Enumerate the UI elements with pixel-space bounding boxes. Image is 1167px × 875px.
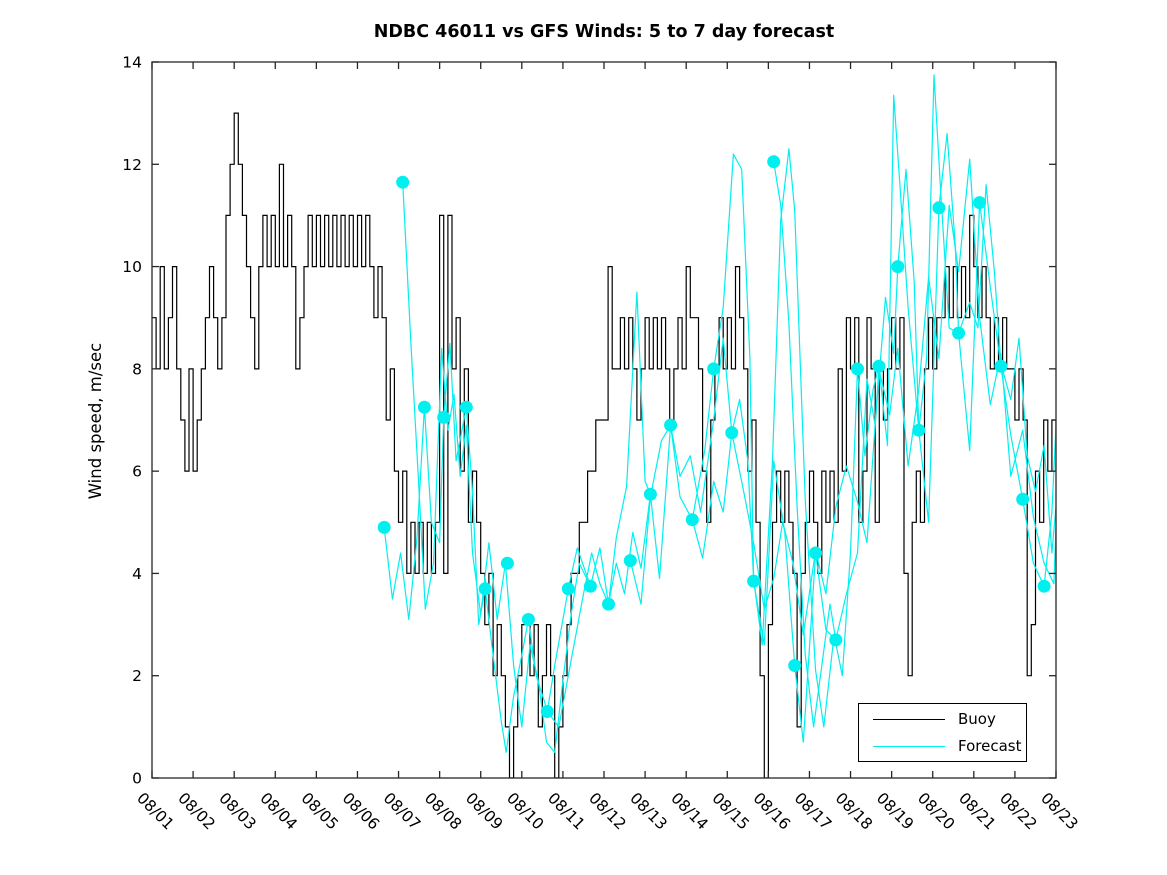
forecast-dot <box>602 597 615 611</box>
legend-item-buoy: Buoy <box>859 707 1026 731</box>
forecast-dot <box>1037 579 1051 593</box>
x-tick-label: 08/08 <box>421 789 465 833</box>
forecast-dot <box>747 574 761 588</box>
forecast-dot <box>500 556 514 570</box>
x-tick-label: 08/18 <box>832 789 876 833</box>
forecast-trace-2 <box>546 153 837 743</box>
x-tick-label: 08/06 <box>339 789 383 833</box>
forecast-dot <box>932 201 946 215</box>
x-tick-label: 08/22 <box>996 789 1040 833</box>
forecast-dot <box>973 196 987 210</box>
x-tick-label: 08/16 <box>750 789 794 833</box>
y-tick-label: 4 <box>132 565 142 583</box>
x-tick-label: 08/02 <box>174 789 218 833</box>
forecast-dot <box>788 659 802 672</box>
x-tick-label: 08/21 <box>955 789 999 833</box>
y-tick-labels: 0 2 4 6 8 10 12 14 <box>122 54 142 788</box>
forecast-trace-3 <box>691 74 1056 728</box>
x-tick-label: 08/13 <box>626 789 670 833</box>
x-tick-label: 08/09 <box>462 789 506 833</box>
y-tick-label: 2 <box>132 667 142 685</box>
x-tick-label: 08/20 <box>914 789 958 833</box>
x-tick-labels: 08/0108/0208/0308/0408/0508/0608/0708/08… <box>133 789 1081 833</box>
x-tick-label: 08/14 <box>667 789 711 833</box>
forecast-dot <box>437 410 451 424</box>
x-tick-label: 08/03 <box>215 789 259 833</box>
x-tick-label: 08/01 <box>133 789 177 833</box>
forecast-dot <box>994 359 1008 373</box>
forecast-dot <box>396 175 410 189</box>
legend-label-buoy: Buoy <box>958 710 996 728</box>
forecast-dot <box>561 582 575 596</box>
forecast-dot <box>767 155 781 169</box>
legend-label-forecast: Forecast <box>958 737 1022 755</box>
y-axis-label: Wind speed, m/sec <box>86 342 105 500</box>
forecast-trace-5 <box>629 158 1056 636</box>
x-tick-label: 08/05 <box>298 789 342 833</box>
y-tick-label: 0 <box>132 770 142 788</box>
forecast-dot <box>377 520 391 534</box>
forecast-dot <box>707 362 721 376</box>
forecast-dot <box>521 613 535 626</box>
legend-line-forecast-swatch <box>873 745 945 747</box>
forecast-dot <box>809 546 823 560</box>
x-tick-label: 08/11 <box>544 789 588 833</box>
forecast-dot <box>583 579 597 593</box>
x-tick-label: 08/17 <box>791 789 835 833</box>
x-tick-label: 08/04 <box>256 789 300 833</box>
x-tick-label: 08/23 <box>1037 789 1081 833</box>
buoy-series-line <box>152 112 1056 778</box>
forecast-dot <box>725 426 739 440</box>
x-tick-label: 08/07 <box>380 789 424 833</box>
forecast-dot <box>872 359 886 373</box>
forecast-dot <box>664 418 678 432</box>
forecast-trace-4 <box>773 133 1056 728</box>
y-tick-label: 10 <box>122 258 142 276</box>
y-ticks <box>152 61 1056 779</box>
forecast-dot <box>459 400 473 414</box>
y-tick-label: 14 <box>122 54 142 72</box>
forecast-dot <box>540 705 554 718</box>
y-tick-label: 6 <box>132 463 142 481</box>
legend-item-forecast: Forecast <box>859 734 1026 758</box>
forecast-dot <box>685 513 699 527</box>
legend: Buoy Forecast <box>858 703 1027 762</box>
forecast-dot <box>623 554 637 568</box>
forecast-dot <box>829 633 843 647</box>
y-tick-label: 12 <box>122 156 142 174</box>
x-tick-label: 08/12 <box>585 789 629 833</box>
forecast-dot <box>851 362 864 376</box>
x-tick-label: 08/15 <box>708 789 752 833</box>
forecast-dot <box>952 326 966 340</box>
forecast-dot <box>643 487 657 501</box>
plot-area <box>152 74 1056 778</box>
x-tick-label: 08/10 <box>503 789 547 833</box>
y-tick-label: 8 <box>132 360 142 378</box>
forecast-dot <box>417 400 431 414</box>
forecast-dot <box>1016 492 1030 506</box>
forecast-dots <box>377 155 1051 718</box>
forecast-dot <box>912 423 926 437</box>
chart-title: NDBC 46011 vs GFS Winds: 5 to 7 day fore… <box>373 22 835 42</box>
forecast-trace-1 <box>402 182 651 754</box>
x-tick-label: 08/19 <box>873 789 917 833</box>
forecast-dot <box>891 260 905 274</box>
legend-line-buoy-swatch <box>873 718 945 720</box>
x-ticks <box>151 62 1057 778</box>
forecast-dot <box>478 582 492 596</box>
